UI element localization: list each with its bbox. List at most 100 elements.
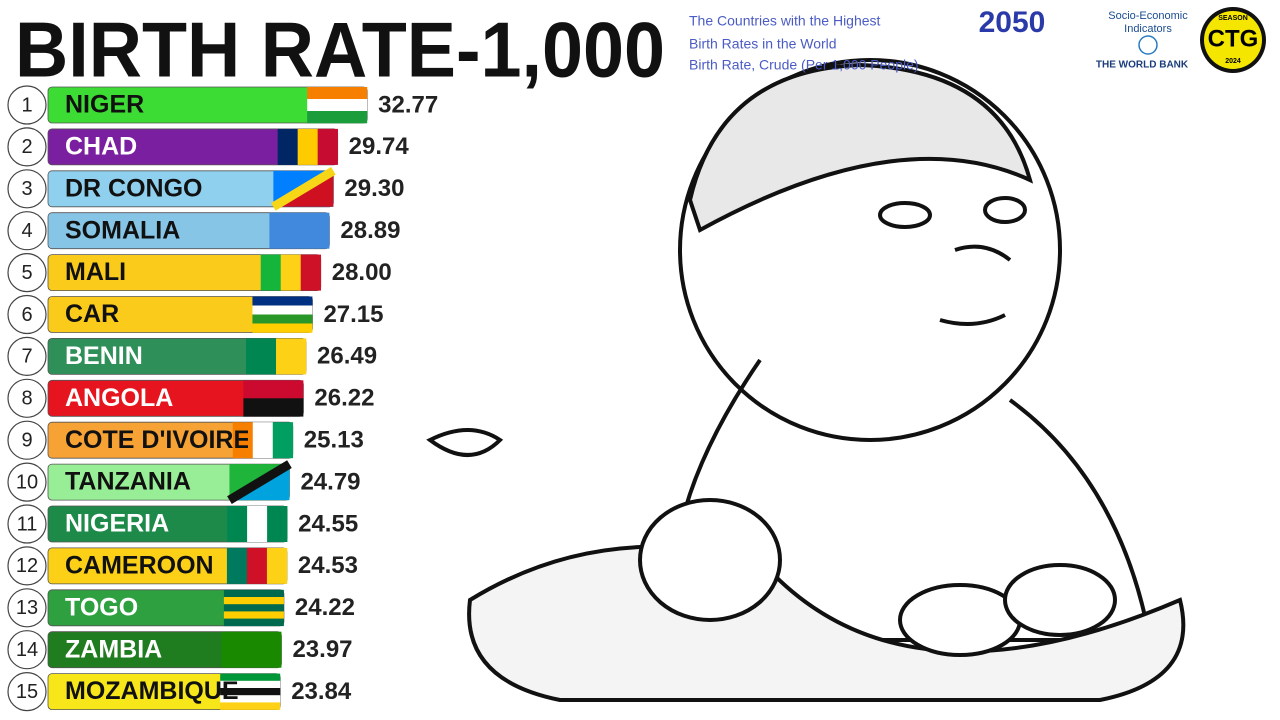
- value-label: 24.22: [295, 594, 355, 621]
- value-label: 29.30: [344, 175, 404, 202]
- flag-stripe: [220, 673, 281, 682]
- flag: [227, 506, 288, 542]
- flag: [277, 128, 338, 165]
- flag-stripe: [243, 398, 304, 417]
- flag-stripe: [260, 254, 282, 291]
- category-label: CAMEROON: [65, 552, 214, 580]
- flag-stripe: [300, 254, 322, 291]
- rank-label: 3: [21, 178, 32, 200]
- flag-stripe: [267, 506, 288, 542]
- flag: [220, 673, 281, 710]
- rank-label: 8: [21, 388, 32, 410]
- flag-stripe: [307, 87, 368, 100]
- rank-label: 7: [21, 346, 32, 368]
- rank-circle: [7, 462, 47, 502]
- flag: [243, 380, 304, 417]
- subtitle: Birth Rate, Crude (Per 1,000 People): [689, 57, 919, 73]
- badge-text: CTG: [1208, 25, 1259, 52]
- flag-stripe: [307, 99, 368, 112]
- rank-label: 11: [17, 513, 38, 535]
- rank-label: 10: [16, 471, 38, 493]
- badge: [1204, 11, 1262, 69]
- flag-stripe: [280, 254, 302, 291]
- rank-circle: [7, 671, 47, 712]
- flag-stripe: [223, 597, 284, 605]
- rank-label: 4: [21, 220, 32, 242]
- flag-stripe: [223, 611, 284, 619]
- rank-circle: [7, 588, 47, 628]
- flag-stripe: [246, 547, 268, 584]
- rank-label: 2: [21, 136, 32, 158]
- rank-circle: [7, 378, 47, 418]
- category-label: NIGER: [65, 91, 144, 119]
- rank-label: 15: [16, 681, 38, 703]
- flag: [227, 460, 292, 504]
- flag-stripe: [276, 338, 307, 375]
- category-label: NIGERIA: [65, 510, 169, 538]
- flag-stripe: [243, 380, 304, 399]
- source: THE WORLD BANK: [1096, 60, 1189, 71]
- category-label: SOMALIA: [65, 216, 180, 244]
- rank-label: 5: [21, 262, 32, 284]
- category-label: CAR: [65, 300, 119, 328]
- flag-stripe: [220, 680, 281, 689]
- value-label: 23.84: [291, 678, 352, 705]
- value-label: 26.22: [314, 385, 374, 412]
- flag-stripe: [252, 314, 313, 324]
- source: Socio-Economic: [1108, 10, 1188, 22]
- rank-circle: [7, 294, 47, 335]
- rank-label: 14: [16, 639, 38, 661]
- value-label: 26.49: [317, 343, 377, 370]
- flag-stripe: [307, 111, 368, 124]
- rank-circle: [7, 420, 47, 460]
- rank-label: 9: [21, 429, 32, 451]
- value-label: 28.00: [332, 259, 392, 286]
- flag-stripe: [220, 688, 281, 696]
- rank-circle: [7, 546, 47, 586]
- category-label: BENIN: [65, 342, 143, 370]
- rank-circle: [7, 127, 47, 167]
- rank-label: 1: [21, 94, 32, 116]
- flag-stripe: [252, 296, 313, 306]
- flag-stripe: [252, 305, 313, 315]
- flag: [226, 547, 288, 584]
- rank-circle: [7, 336, 47, 376]
- flag: [307, 87, 368, 124]
- flag: [246, 338, 307, 375]
- subtitle: The Countries with the Highest: [689, 13, 881, 29]
- flag-stripe: [223, 604, 284, 612]
- value-label: 25.13: [304, 427, 364, 454]
- value-label: 32.77: [378, 91, 438, 118]
- flag-stripe: [252, 422, 274, 459]
- bar: [47, 296, 313, 333]
- chart-title: BIRTH RATE-1,000: [15, 6, 665, 94]
- category-label: DR CONGO: [65, 174, 203, 202]
- source: Indicators: [1124, 23, 1172, 35]
- value-label: 23.97: [292, 636, 352, 663]
- flag-stripe: [266, 547, 288, 584]
- flag-stripe: [227, 460, 292, 504]
- flag-stripe: [317, 128, 338, 165]
- rank-label: 6: [21, 304, 32, 326]
- flag-stripe: [232, 422, 254, 459]
- category-label: TANZANIA: [65, 468, 191, 496]
- baby-illustration: [426, 58, 1186, 702]
- value-label: 27.15: [323, 301, 383, 328]
- flag: [232, 422, 294, 459]
- value-label: 28.89: [340, 217, 400, 244]
- flag: [223, 589, 284, 627]
- flag-stripe: [223, 618, 284, 627]
- rank-circle: [7, 169, 47, 209]
- value-label: 24.55: [298, 510, 358, 537]
- flag-stripe: [221, 631, 282, 668]
- category-label: TOGO: [65, 593, 138, 621]
- rank-label: 13: [16, 597, 38, 619]
- rank-circle: [7, 211, 47, 251]
- category-label: MALI: [65, 258, 126, 286]
- rank-circle: [7, 253, 47, 293]
- badge-text: SEASON: [1218, 15, 1248, 22]
- flag: [221, 631, 282, 668]
- category-label: ANGOLA: [65, 384, 173, 412]
- flag-stripe: [271, 166, 336, 211]
- category-label: ZAMBIA: [65, 635, 162, 663]
